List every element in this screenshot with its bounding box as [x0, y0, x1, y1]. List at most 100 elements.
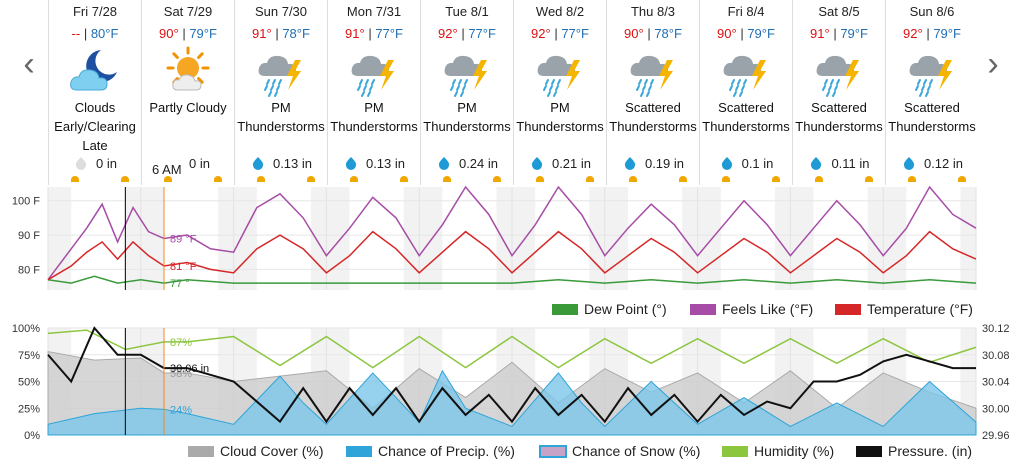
day-date: Wed 8/2 — [535, 4, 585, 19]
legend-swatch[interactable] — [346, 446, 372, 457]
next-days-button[interactable]: › — [987, 45, 999, 83]
night-band — [682, 187, 698, 290]
precip-amount-row: 0 in — [142, 156, 235, 171]
low-temp: 78°F — [282, 26, 310, 41]
legend-swatch[interactable] — [188, 446, 214, 457]
low-temp: 79°F — [933, 26, 961, 41]
legend-label[interactable]: Temperature (°F) — [867, 301, 973, 317]
cursor-value-label: 87% — [170, 337, 192, 349]
thunderstorm-icon — [537, 55, 580, 97]
day-column[interactable]: Thu 8/3 90° | 78°F Scattered Thunderstorms 0… — [606, 0, 699, 185]
night-band — [867, 187, 884, 290]
legend-label[interactable]: Pressure. (in) — [888, 443, 972, 459]
thunderstorm-icon — [816, 55, 859, 97]
y-tick-label: 100 F — [12, 196, 40, 208]
high-temp: 92° — [903, 26, 923, 41]
legend-label[interactable]: Chance of Precip. (%) — [378, 443, 515, 459]
precip-amount-row: 0 in — [49, 156, 142, 171]
day-temps: 92° | 77°F — [514, 26, 606, 44]
low-temp: 77°F — [375, 26, 403, 41]
precip-amount-row: 0.1 in — [700, 156, 793, 171]
prev-days-button[interactable]: ‹ — [23, 45, 35, 83]
day-column[interactable]: Wed 8/2 92° | 77°F PM Thunderstorms 0.21 in — [513, 0, 606, 185]
temp-separator: | — [550, 26, 562, 41]
night-band — [589, 187, 605, 290]
day-column[interactable]: Sat 8/5 91° | 79°F Scattered Thunderstorms 0… — [792, 0, 885, 185]
night-band — [326, 187, 350, 290]
legend-swatch[interactable] — [552, 304, 578, 315]
y-tick-label: 80 F — [18, 264, 40, 276]
sunrise-sunset-markers — [700, 176, 793, 184]
sunrise-icon — [350, 176, 358, 182]
night-band — [140, 187, 164, 290]
condition-text: Thunderstorms — [237, 119, 325, 134]
sunset-icon — [307, 176, 315, 182]
sunrise-icon — [164, 176, 172, 182]
thunderstorm-icon — [258, 55, 301, 97]
legend-label[interactable]: Humidity (%) — [754, 443, 834, 459]
legend-label[interactable]: Feels Like (°F) — [722, 301, 813, 317]
sunrise-icon — [629, 176, 637, 182]
precip-amount-row: 0.13 in — [328, 156, 421, 171]
high-temp: 92° — [438, 26, 458, 41]
night-band — [604, 187, 628, 290]
condition-text: Early/Clearing — [54, 119, 136, 134]
temp-separator: | — [736, 26, 748, 41]
day-column[interactable]: Mon 7/31 91° | 77°F PM Thunderstorms 0.13 in — [327, 0, 420, 185]
condition-text: PM — [271, 100, 291, 115]
precip-amount: 0 in — [189, 156, 210, 171]
legend-label[interactable]: Cloud Cover (%) — [220, 443, 323, 459]
condition-text: Thunderstorms — [516, 119, 604, 134]
low-temp: 77°F — [468, 26, 496, 41]
day-temps: 92° | 79°F — [886, 26, 978, 44]
night-band — [310, 187, 327, 290]
low-temp: 79°F — [747, 26, 775, 41]
sunrise-sunset-markers — [49, 176, 142, 184]
temp-separator: | — [922, 26, 934, 41]
sunset-icon — [121, 176, 129, 182]
legend-swatch[interactable] — [722, 446, 748, 457]
condition-text: Partly Cloudy — [149, 100, 227, 115]
sunrise-sunset-markers — [793, 176, 886, 184]
legend-label[interactable]: Chance of Snow (%) — [572, 443, 700, 459]
precip-amount: 0.24 in — [458, 156, 499, 171]
day-column[interactable]: Fri 8/4 90° | 79°F Scattered Thunderstorms 0… — [699, 0, 792, 185]
precip-amount: 0.12 in — [923, 156, 964, 171]
thunderstorm-icon — [723, 55, 766, 97]
conditions-chart: 100% 75% 50% 25% 0% 30.12 30.08 30.04 30.00 29.96… — [12, 323, 1010, 459]
day-column[interactable]: Fri 7/28 -- | 80°F Clouds Early/Clearing Lat… — [48, 0, 141, 185]
legend-label[interactable]: Dew Point (°) — [584, 301, 667, 317]
condition-text: Thunderstorms — [330, 119, 418, 134]
night-band — [233, 187, 257, 290]
condition-text: Thunderstorms — [888, 119, 976, 134]
low-temp: 79°F — [189, 26, 217, 41]
sunrise-sunset-markers — [235, 176, 328, 184]
day-date: Sun 7/30 — [254, 4, 308, 19]
sunrise-sunset-markers — [421, 176, 514, 184]
night-band — [125, 187, 141, 290]
precip-amount-row: 0.19 in — [607, 156, 700, 171]
day-column[interactable]: Sun 8/6 92° | 79°F Scattered Thunderstorms 0… — [885, 0, 978, 185]
day-column[interactable]: Sun 7/30 91° | 78°F PM Thunderstorms 0.13 in — [234, 0, 327, 185]
sunrise-icon — [71, 176, 79, 182]
raindrop-icon — [252, 157, 264, 170]
y2-tick-label: 30.12 — [982, 323, 1010, 335]
day-column[interactable]: Sat 7/29 90° | 79°F Partly Cloudy 0 in — [141, 0, 234, 185]
precip-amount-row: 0.12 in — [886, 156, 979, 171]
legend-swatch[interactable] — [690, 304, 716, 315]
high-temp: 91° — [252, 26, 272, 41]
raindrop-icon — [721, 157, 732, 170]
day-temps: 92° | 77°F — [421, 26, 513, 44]
legend-swatch[interactable] — [856, 446, 882, 457]
sunset-icon — [679, 176, 687, 182]
day-column[interactable]: Tue 8/1 92° | 77°F PM Thunderstorms 0.24 in — [420, 0, 513, 185]
day-temps: 91° | 77°F — [328, 26, 420, 44]
precip-amount: 0.1 in — [741, 156, 774, 171]
legend-swatch[interactable] — [539, 445, 567, 458]
temp-separator: | — [80, 26, 91, 41]
legend-swatch[interactable] — [835, 304, 861, 315]
condition-text: Thunderstorms — [795, 119, 883, 134]
thunderstorm-icon — [630, 55, 673, 97]
y-tick-label: 25% — [18, 403, 40, 415]
cursor-value-label: 89 °F — [170, 234, 197, 246]
